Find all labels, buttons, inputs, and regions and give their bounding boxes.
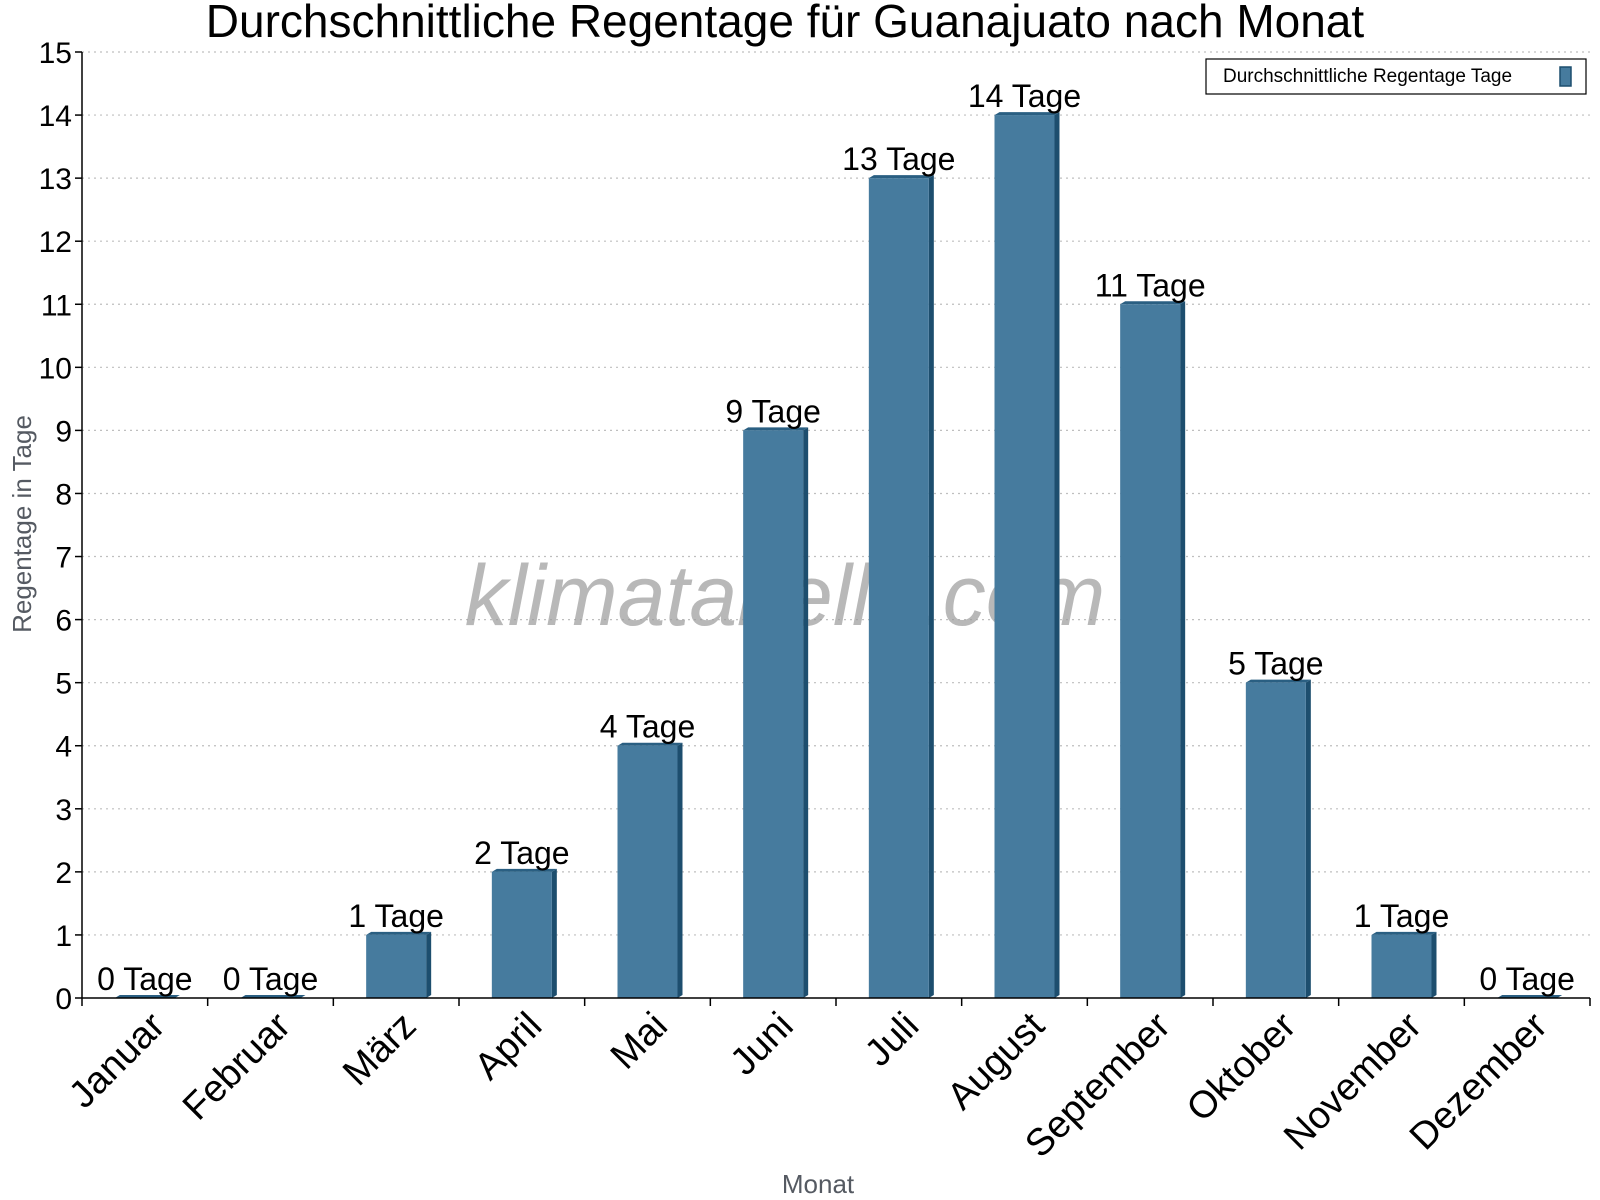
data-label: 14 Tage xyxy=(968,78,1081,114)
y-tick-label: 4 xyxy=(55,731,72,764)
chart-title: Durchschnittliche Regentage für Guanajua… xyxy=(206,0,1365,47)
x-tick-label: Juni xyxy=(723,1005,802,1084)
y-tick-label: 5 xyxy=(55,668,72,701)
bar-top xyxy=(994,112,1060,116)
bar-top xyxy=(491,868,557,872)
y-tick-label: 14 xyxy=(39,100,72,133)
bar-top xyxy=(1371,931,1437,935)
y-tick-label: 9 xyxy=(55,415,72,448)
bar-front xyxy=(868,178,929,999)
bar-juli xyxy=(868,175,934,999)
x-tick-label: Mai xyxy=(603,1005,676,1078)
y-axis-label: Regentage in Tage xyxy=(7,415,37,633)
bar-side xyxy=(1180,301,1186,998)
y-tick-label: 11 xyxy=(41,289,72,322)
bar-april xyxy=(491,868,557,998)
data-label: 11 Tage xyxy=(1095,267,1206,303)
data-label: 9 Tage xyxy=(725,393,821,429)
x-tick-label: Juli xyxy=(857,1005,927,1075)
bar-märz xyxy=(366,931,432,998)
x-tick-label: Oktober xyxy=(1179,1004,1305,1130)
bar-front xyxy=(1245,682,1306,998)
y-tick-label: 12 xyxy=(39,226,72,259)
bar-front xyxy=(743,430,804,998)
y-tick-label: 13 xyxy=(39,163,72,196)
x-tick-label: Februar xyxy=(175,1004,299,1128)
data-label: 4 Tage xyxy=(600,709,696,745)
bar-side xyxy=(551,868,557,998)
legend-box xyxy=(1205,58,1587,95)
bar-november xyxy=(1371,931,1437,998)
y-tick-label: 7 xyxy=(55,542,72,575)
bar-mai xyxy=(617,742,683,998)
y-tick-label: 15 xyxy=(39,37,72,70)
bar-side xyxy=(1054,112,1060,999)
bar-september xyxy=(1120,301,1186,998)
bar-side xyxy=(677,742,683,998)
x-tick-label: April xyxy=(467,1005,550,1088)
y-tick-label: 2 xyxy=(55,857,72,890)
gridlines xyxy=(82,51,1590,936)
bar-top xyxy=(1245,679,1311,683)
bars xyxy=(114,112,1563,999)
bar-oktober xyxy=(1245,679,1311,998)
data-label: 0 Tage xyxy=(223,961,319,997)
bar-side xyxy=(928,175,934,999)
data-label: 13 Tage xyxy=(842,141,955,177)
y-tick-label: 0 xyxy=(55,983,72,1016)
bar-top xyxy=(743,427,809,431)
bar-front xyxy=(1120,304,1181,998)
x-tick-label: Dezember xyxy=(1402,1004,1556,1158)
y-tick-label: 1 xyxy=(55,920,72,953)
bar-front xyxy=(1371,934,1432,998)
bar-top xyxy=(617,742,683,746)
bar-top xyxy=(1120,301,1186,305)
bar-front xyxy=(617,745,678,998)
bar-top xyxy=(366,931,432,935)
bar-top xyxy=(868,175,934,179)
legend-label: Durchschnittliche Regentage Tage xyxy=(1223,66,1512,87)
y-tick-label: 6 xyxy=(55,605,72,638)
bar-front xyxy=(994,115,1055,999)
bar-august xyxy=(994,112,1060,999)
x-axis-ticks: Januar Februar März April Mai Juni Juli AugustS… xyxy=(61,998,1591,1166)
bar-side xyxy=(1431,931,1437,998)
y-tick-label: 10 xyxy=(39,352,72,385)
bar-side xyxy=(803,427,809,998)
bar-side xyxy=(426,931,432,998)
y-tick-label: 3 xyxy=(55,794,72,827)
legend: Durchschnittliche Regentage Tage xyxy=(1205,58,1587,95)
data-label: 0 Tage xyxy=(1479,961,1575,997)
y-tick-label: 8 xyxy=(55,478,72,511)
data-label: 1 Tage xyxy=(1354,898,1450,934)
x-tick-label: August xyxy=(940,1004,1054,1118)
data-label: 1 Tage xyxy=(348,898,444,934)
legend-swatch xyxy=(1559,66,1572,87)
data-label: 0 Tage xyxy=(97,961,193,997)
data-labels: 0 Tage 0 Tage 1 Tage 2 Tage 4 Tage 9 Tage 13 T… xyxy=(97,78,1575,997)
data-label: 2 Tage xyxy=(474,835,570,871)
x-tick-label: November xyxy=(1276,1004,1430,1158)
x-tick-label: Januar xyxy=(61,1004,173,1116)
x-tick-label: März xyxy=(335,1005,424,1094)
bar-front xyxy=(366,934,427,998)
bar-front xyxy=(491,871,552,998)
bar-side xyxy=(1305,679,1311,998)
bar-juni xyxy=(743,427,809,998)
data-label: 5 Tage xyxy=(1228,646,1324,682)
x-axis-label: Monat xyxy=(782,1169,855,1199)
axes xyxy=(81,52,1590,999)
